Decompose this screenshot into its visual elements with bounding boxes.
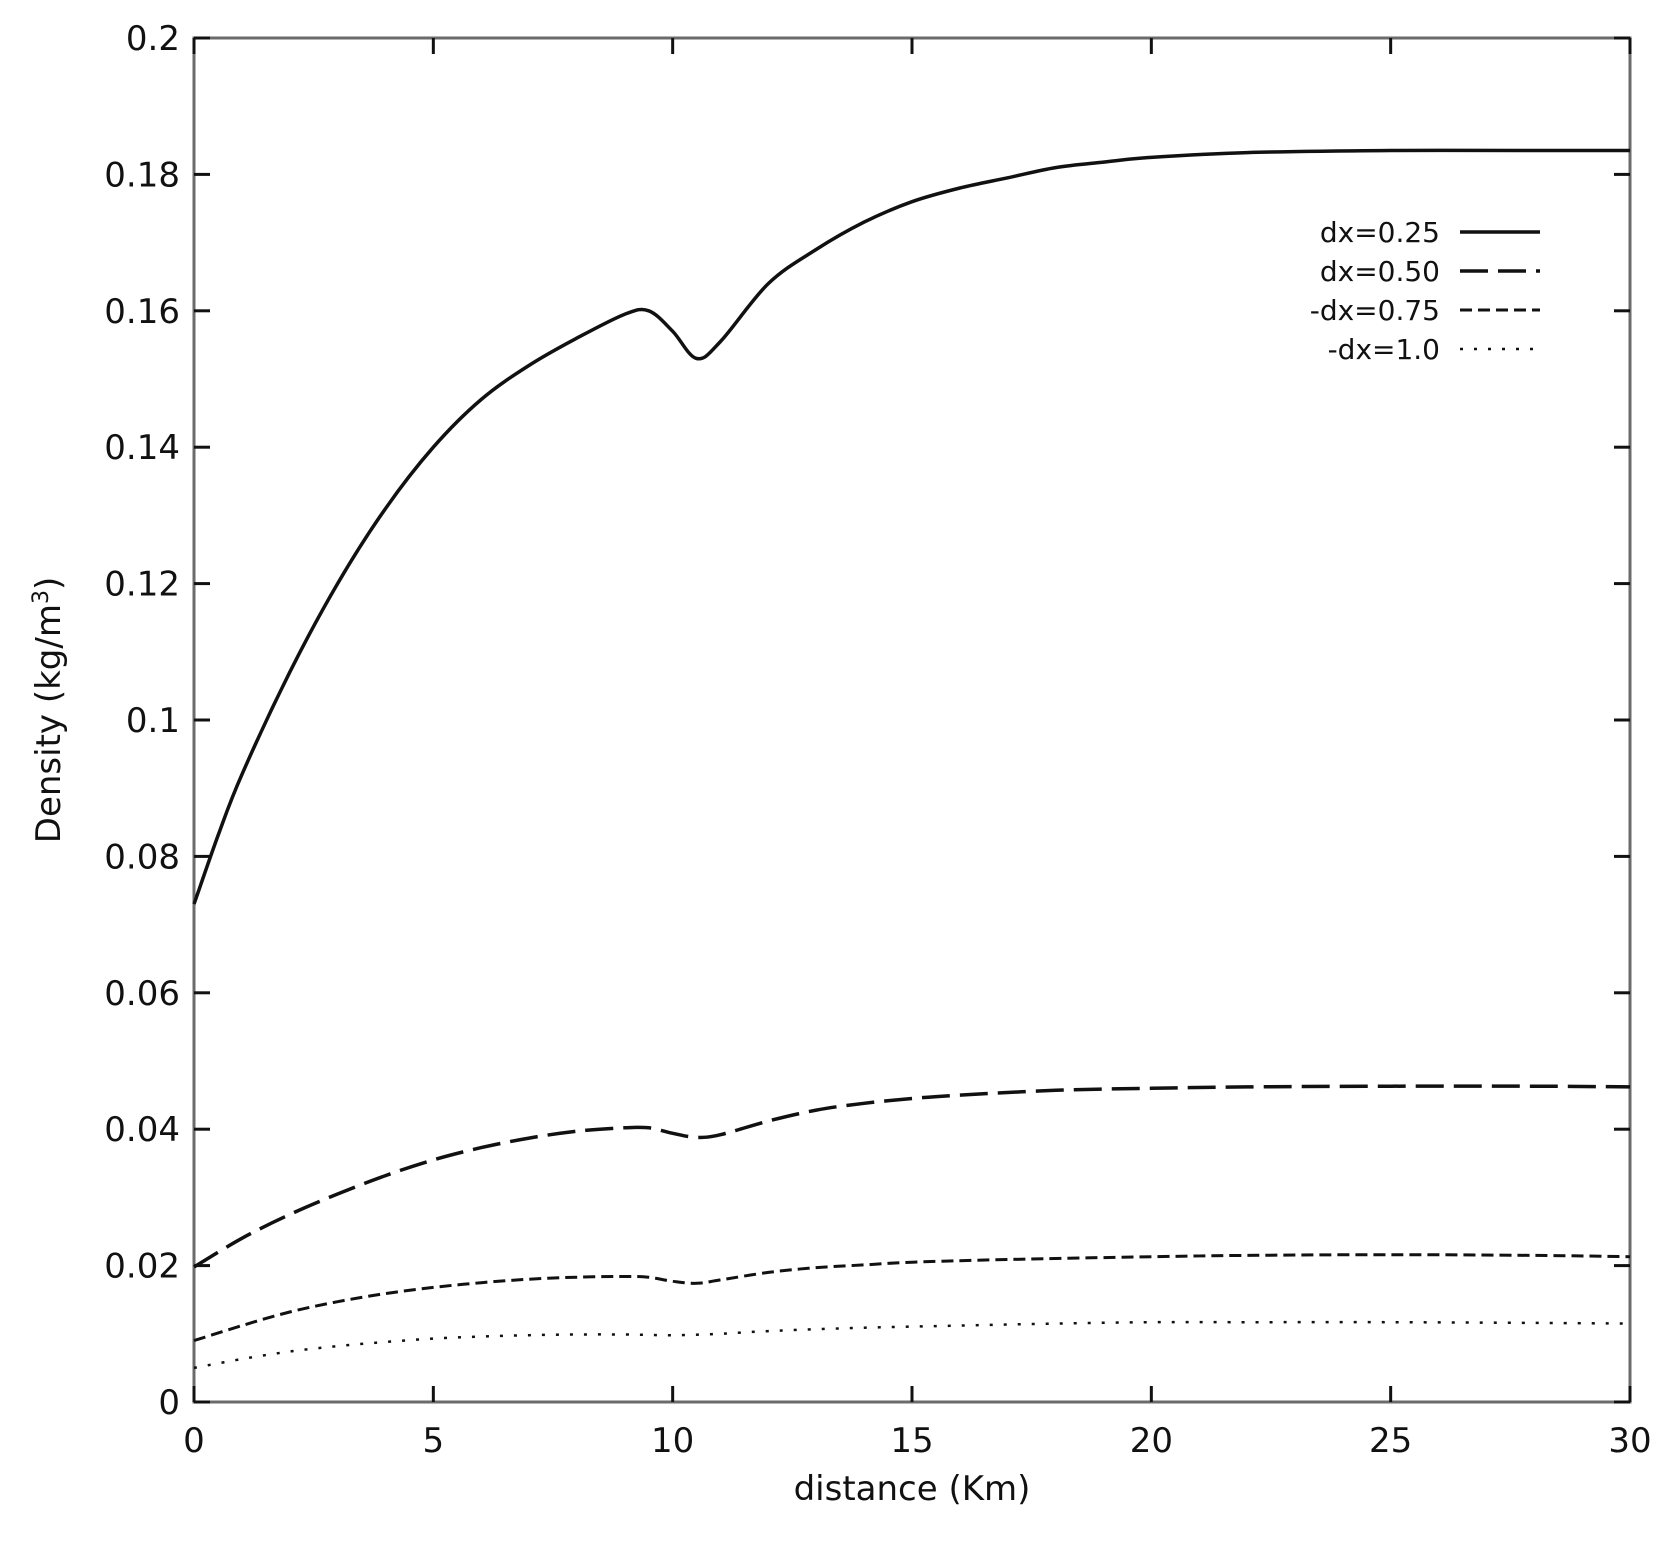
y-axis-title-superscript: 3: [29, 590, 54, 604]
y-tick-label: 0.2: [126, 19, 180, 59]
legend-label: -dx=1.0: [1328, 333, 1440, 366]
y-tick-label: 0.14: [104, 428, 180, 468]
y-tick-label: 0.06: [104, 974, 180, 1014]
x-axis-title: distance (Km): [794, 1469, 1031, 1509]
series-line-4: [193, 1320, 1631, 1370]
y-tick-label: 0.02: [104, 1247, 180, 1287]
y-axis-title-close: ): [29, 577, 69, 590]
y-tick-label: 0.12: [104, 565, 180, 605]
x-tick-label: 0: [183, 1421, 205, 1461]
x-tick-label: 5: [423, 1421, 445, 1461]
y-axis-title-main: Density (kg/m: [29, 604, 69, 843]
series-line-2: [193, 1084, 1631, 1269]
series-line-1: [192, 148, 1630, 905]
x-tick-label: 15: [890, 1421, 933, 1461]
y-tick-label: 0.08: [104, 837, 180, 877]
x-tick-label: 25: [1369, 1421, 1412, 1461]
y-tick-label: 0.18: [104, 155, 180, 195]
x-tick-label: 10: [651, 1421, 694, 1461]
legend-label: dx=0.50: [1320, 255, 1440, 288]
y-tick-label: 0.04: [104, 1110, 180, 1150]
y-tick-label: 0: [158, 1383, 180, 1423]
y-tick-label: 0.1: [126, 701, 180, 741]
x-tick-label: 20: [1130, 1421, 1173, 1461]
y-tick-label: 0.16: [104, 292, 180, 332]
legend: dx=0.25 dx=0.50 -dx=0.75 -dx=1.0: [1310, 216, 1540, 366]
legend-label: -dx=0.75: [1310, 294, 1440, 327]
legend-label: dx=0.25: [1320, 216, 1440, 249]
y-axis-title: Density (kg/m3): [29, 577, 69, 843]
axis-ticks: 0 5 10 15 20 25 30 0 0.02 0.04 0.06 0.08 0.1 0.12 0.14…: [104, 19, 1651, 1461]
x-tick-label: 30: [1608, 1421, 1651, 1461]
series-layer: [192, 148, 1631, 1370]
series-line-3: [193, 1253, 1631, 1343]
